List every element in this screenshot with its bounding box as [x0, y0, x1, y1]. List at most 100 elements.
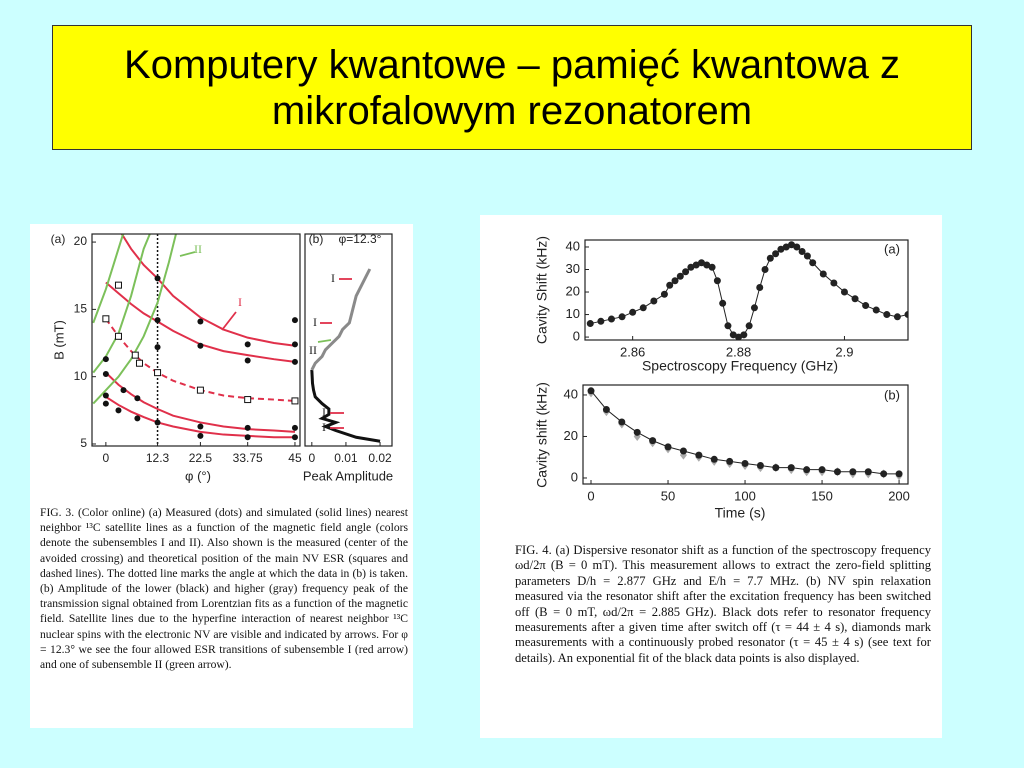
y-tick-label: 0 [573, 329, 580, 344]
caption: FIG. 3. (Color online) (a) Measured (dot… [40, 506, 408, 672]
data-point [120, 387, 127, 394]
y-axis-label: Cavity shift (kHz) [534, 382, 550, 488]
data-point [803, 252, 811, 260]
data-point [196, 386, 204, 394]
x-tick-label: 50 [661, 488, 675, 503]
data-point [197, 432, 204, 439]
data-point [134, 415, 141, 422]
data-line [105, 371, 296, 433]
plot-area [586, 241, 908, 340]
x-tick-label: 0 [103, 451, 110, 465]
data-point [244, 434, 251, 441]
data-point [708, 263, 716, 271]
annotation: II [194, 242, 202, 256]
y-axis-label: B (mT) [51, 320, 66, 360]
y-tick-label: 5 [80, 436, 87, 450]
data-point [703, 261, 711, 269]
data-point [607, 315, 615, 323]
annotation-arrow [179, 251, 196, 257]
data-point [291, 434, 298, 441]
panel-label: (b) [884, 387, 900, 402]
data-point [740, 331, 748, 339]
data-point [840, 288, 848, 296]
annotation: I [313, 315, 317, 329]
data-point [687, 263, 695, 271]
data-point [629, 308, 637, 316]
plot-area [310, 268, 381, 443]
y-tick-label: 40 [566, 238, 580, 253]
data-point [244, 357, 251, 364]
data-point [782, 243, 790, 251]
data-point [726, 457, 734, 465]
data-point [154, 275, 161, 282]
data-point [618, 313, 626, 321]
figure-3 [30, 224, 413, 728]
y-tick-label: 20 [566, 283, 580, 298]
data-point [676, 272, 684, 280]
data-point [244, 341, 251, 348]
data-point [649, 437, 657, 445]
plot-area [92, 234, 299, 446]
data-point [756, 462, 764, 470]
data-point [664, 443, 672, 451]
data-point [741, 459, 749, 467]
data-point [697, 259, 705, 267]
data-point [895, 470, 903, 478]
plot-area [587, 387, 903, 481]
data-point [291, 341, 298, 348]
data-point [134, 395, 141, 402]
data-point [135, 359, 143, 367]
x-tick-label: 2.86 [620, 344, 645, 359]
y-tick-label: 40 [564, 386, 578, 401]
data-line [120, 234, 296, 347]
data-point [819, 270, 827, 278]
data-point [788, 241, 796, 249]
data-point [750, 304, 758, 312]
data-point [197, 423, 204, 430]
data-point [830, 279, 838, 287]
data-point [114, 281, 122, 289]
data-point [872, 306, 880, 314]
data-line [92, 234, 125, 324]
data-point [650, 297, 658, 305]
x-tick-label: 0.02 [368, 451, 392, 465]
data-point [244, 396, 252, 404]
data-point [197, 342, 204, 349]
annotation: I [238, 295, 242, 309]
panel-label: (b) [309, 232, 324, 246]
data-point [102, 400, 109, 407]
x-tick-label: 150 [811, 488, 833, 503]
x-tick-label: 100 [734, 488, 756, 503]
data-point [710, 455, 718, 463]
data-point [102, 356, 109, 363]
x-axis-label: φ (°) [185, 468, 211, 483]
x-tick-label: 45 [288, 451, 302, 465]
x-tick-label: 2.9 [835, 344, 853, 359]
data-point [587, 387, 595, 395]
data-point [719, 299, 727, 307]
x-axis-label: Time (s) [715, 505, 766, 521]
data-point [154, 317, 161, 324]
x-tick-label: 2.88 [726, 344, 751, 359]
plot-frame [584, 239, 909, 341]
annotation: I [322, 420, 326, 434]
data-point [291, 317, 298, 324]
data-line [105, 318, 296, 402]
data-point [114, 332, 122, 340]
data-point [102, 392, 109, 399]
data-point [862, 302, 870, 310]
data-point [102, 370, 109, 377]
data-point [602, 405, 610, 413]
annotation-arrow [317, 339, 332, 343]
data-point [679, 447, 687, 455]
x-tick-label: 0 [587, 488, 594, 503]
y-tick-label: 20 [74, 234, 88, 248]
data-point [154, 369, 162, 377]
data-point [633, 428, 641, 436]
data-point [893, 313, 901, 321]
data-line [310, 369, 381, 443]
data-point [880, 470, 888, 478]
data-point [766, 254, 774, 262]
